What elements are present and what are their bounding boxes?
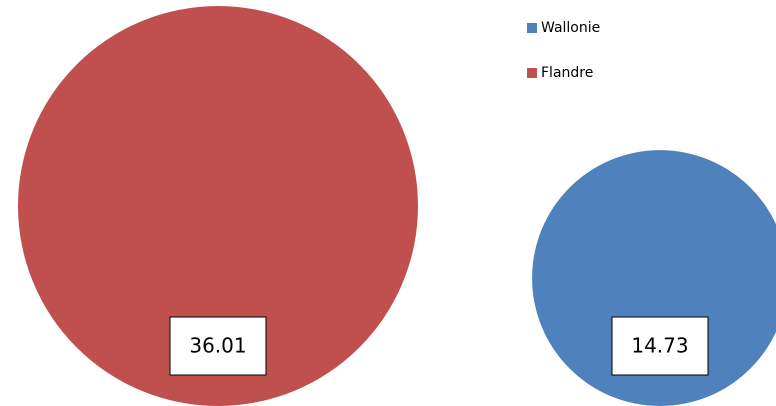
legend-swatch (527, 23, 537, 33)
data-label-box (169, 316, 267, 376)
data-label: 14.73 (631, 334, 688, 358)
bubble (18, 6, 418, 406)
data-label: 36.01 (189, 334, 246, 358)
data-label-box (611, 316, 709, 376)
legend-swatch (527, 68, 537, 78)
legend-label: Flandre (541, 65, 593, 81)
bubble (532, 150, 776, 406)
legend-label: Wallonie (541, 20, 600, 36)
